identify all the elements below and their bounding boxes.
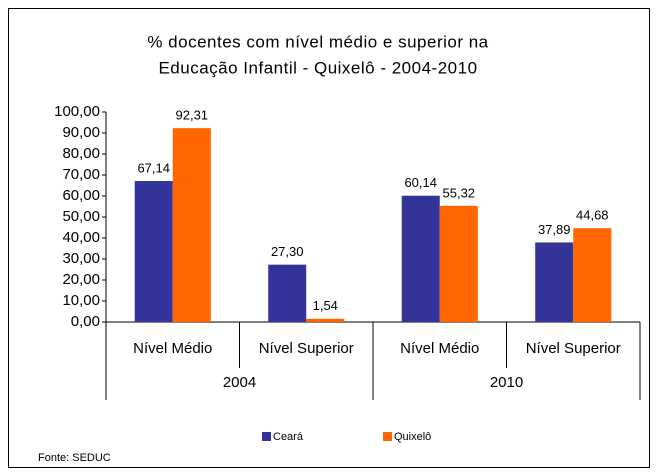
bar bbox=[535, 242, 574, 322]
y-tick-label: 10,00 bbox=[62, 292, 100, 309]
y-tick-label: 60,00 bbox=[62, 187, 100, 204]
y-tick-label: 100,00 bbox=[54, 103, 100, 120]
y-tick-label: 40,00 bbox=[62, 229, 100, 246]
bar bbox=[573, 228, 612, 322]
group-label: 2010 bbox=[490, 374, 523, 391]
value-label: 1,54 bbox=[313, 298, 338, 313]
legend-swatch bbox=[262, 432, 271, 441]
value-label: 60,14 bbox=[404, 175, 437, 190]
value-label: 27,30 bbox=[271, 244, 304, 259]
value-label: 44,68 bbox=[576, 208, 609, 223]
bar bbox=[439, 205, 478, 322]
value-label: 55,32 bbox=[443, 185, 476, 200]
value-label: 37,89 bbox=[538, 222, 571, 237]
chart-title: % docentes com nível médio e superior na bbox=[147, 32, 488, 51]
y-tick-label: 70,00 bbox=[62, 166, 100, 183]
chart-title: Educação Infantil - Quixelô - 2004-2010 bbox=[158, 58, 477, 77]
value-label: 67,14 bbox=[137, 160, 170, 175]
bar bbox=[268, 264, 307, 322]
y-tick-label: 0,00 bbox=[71, 313, 100, 330]
bar bbox=[401, 195, 440, 322]
legend-label: Ceará bbox=[273, 431, 304, 443]
y-tick-label: 50,00 bbox=[62, 208, 100, 225]
bar bbox=[306, 318, 345, 322]
bar bbox=[134, 181, 173, 322]
x-tick-label: Nível Médio bbox=[400, 340, 479, 357]
group-label: 2004 bbox=[223, 374, 256, 391]
bar bbox=[172, 128, 211, 322]
x-tick-label: Nível Superior bbox=[526, 340, 621, 357]
legend-label: Quixelô bbox=[394, 431, 431, 443]
y-tick-label: 30,00 bbox=[62, 250, 100, 267]
y-tick-label: 90,00 bbox=[62, 124, 100, 141]
x-tick-label: Nível Superior bbox=[259, 340, 354, 357]
legend-swatch bbox=[383, 432, 392, 441]
y-tick-label: 80,00 bbox=[62, 145, 100, 162]
y-tick-label: 20,00 bbox=[62, 271, 100, 288]
x-tick-label: Nível Médio bbox=[133, 340, 212, 357]
value-label: 92,31 bbox=[176, 108, 209, 123]
source-note: Fonte: SEDUC bbox=[38, 452, 111, 464]
chart-border bbox=[8, 8, 650, 468]
